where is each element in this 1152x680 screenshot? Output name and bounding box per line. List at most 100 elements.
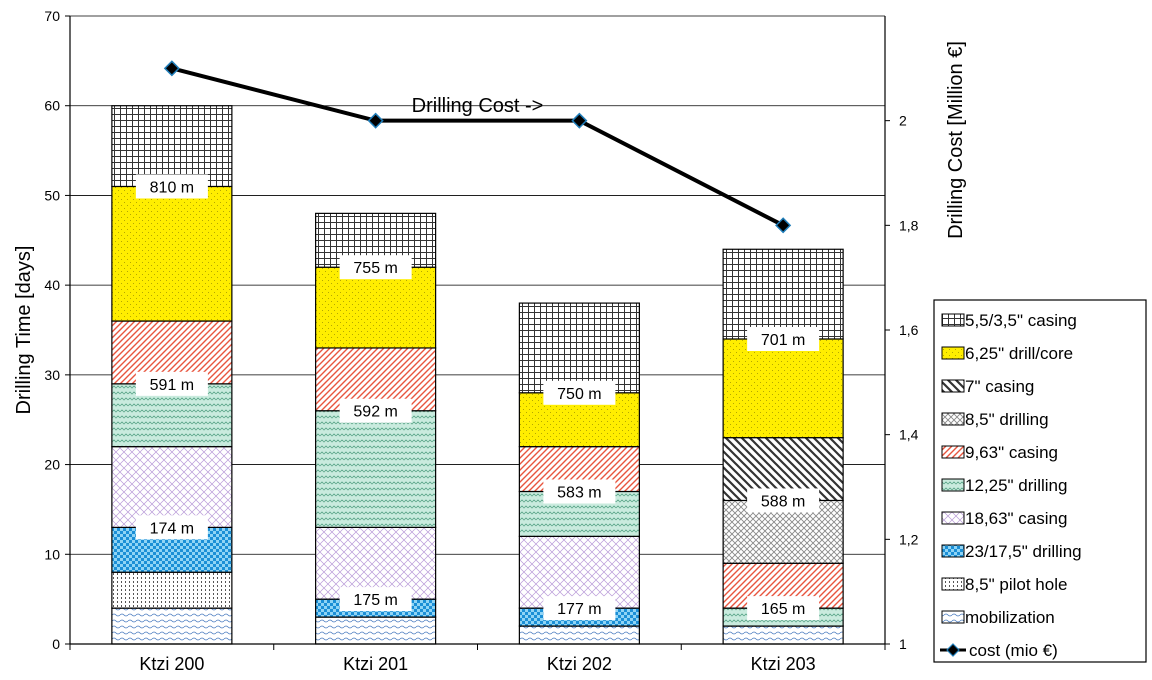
y-tick-label: 10 — [44, 546, 60, 562]
y2-tick-label: 1,2 — [899, 531, 919, 547]
cost-point — [367, 112, 384, 129]
depth-label: 591 m — [135, 371, 208, 396]
y-tick-label: 0 — [52, 636, 60, 652]
depth-label-bg — [543, 479, 616, 504]
category-label: Ktzi 200 — [139, 654, 204, 674]
y2-tick-label: 1,6 — [899, 322, 919, 338]
legend-item: 8,5" drilling — [941, 410, 1049, 429]
y-tick-label: 30 — [44, 367, 60, 383]
bar-segment — [518, 392, 640, 448]
depth-label-bg — [339, 398, 412, 423]
y2-tick-label: 2 — [899, 113, 907, 129]
depth-label-bg — [135, 515, 208, 540]
legend-swatch — [941, 610, 965, 624]
legend-swatch — [941, 577, 965, 591]
legend-item: 5,5/3,5" casing — [941, 311, 1077, 330]
legend-label: mobilization — [965, 608, 1055, 627]
depth-label: 165 m — [747, 596, 820, 621]
depth-label-text: 175 m — [353, 592, 397, 609]
depth-label-bg — [747, 596, 820, 621]
legend-label: 8,5" drilling — [965, 410, 1049, 429]
legend-marker — [946, 643, 960, 657]
legend-item: cost (mio €) — [940, 641, 1058, 660]
legend-label: 5,5/3,5" casing — [965, 311, 1077, 330]
depth-label: 583 m — [543, 479, 616, 504]
bar-segment — [111, 607, 233, 645]
depth-label: 750 m — [543, 380, 616, 405]
category-label: Ktzi 201 — [343, 654, 408, 674]
legend-label: 7" casing — [965, 377, 1034, 396]
legend-swatch — [941, 379, 965, 393]
legend-swatch — [941, 511, 965, 525]
legend-label: 23/17,5" drilling — [965, 542, 1082, 561]
legend-item: 6,25" drill/core — [941, 344, 1073, 363]
depth-label: 755 m — [339, 255, 412, 280]
drilling-cost-annotation: Drilling Cost -> — [412, 95, 544, 117]
y2-tick-label: 1 — [899, 636, 907, 652]
y-tick-label: 20 — [44, 457, 60, 473]
depth-label-text: 174 m — [150, 520, 194, 537]
bar-segment — [315, 410, 437, 528]
depth-label-text: 583 m — [557, 484, 601, 501]
bar-segment — [111, 185, 233, 322]
bar-segment — [722, 248, 844, 340]
bar-segment — [315, 266, 437, 349]
depth-label-bg — [135, 174, 208, 199]
legend-item: 7" casing — [941, 377, 1034, 396]
cost-point — [163, 60, 180, 77]
legend-item: 23/17,5" drilling — [941, 542, 1082, 561]
legend-swatch — [941, 478, 965, 492]
y-tick-label: 60 — [44, 98, 60, 114]
legend-swatch — [941, 445, 965, 459]
legend-label: 12,25" drilling — [965, 476, 1067, 495]
legend-label: 9,63" casing — [965, 443, 1058, 462]
depth-label-bg — [747, 326, 820, 351]
cost-point — [775, 217, 792, 234]
depth-label: 175 m — [339, 587, 412, 612]
y-tick-label: 70 — [44, 8, 60, 24]
depth-label-bg — [543, 380, 616, 405]
legend-item: 9,63" casing — [941, 443, 1058, 462]
cost-point — [571, 112, 588, 129]
legend-item: mobilization — [941, 608, 1055, 627]
legend-swatch — [941, 412, 965, 426]
depth-label-text: 591 m — [150, 377, 194, 394]
depth-label-bg — [135, 371, 208, 396]
category-label: Ktzi 202 — [547, 654, 612, 674]
legend-label: 6,25" drill/core — [965, 344, 1073, 363]
bar-segment — [315, 616, 437, 645]
depth-label: 177 m — [543, 596, 616, 621]
legend-swatch — [941, 313, 965, 327]
legend-item: 18,63" casing — [941, 509, 1067, 528]
depth-label: 588 m — [747, 488, 820, 513]
depth-label-text: 588 m — [761, 493, 805, 510]
bar-segment — [111, 446, 233, 528]
y-tick-label: 50 — [44, 187, 60, 203]
depth-label-text: 701 m — [761, 332, 805, 349]
legend-item: 8,5" pilot hole — [941, 575, 1067, 594]
bar-segment — [111, 571, 233, 609]
bar-segment — [722, 625, 844, 645]
depth-label-text: 165 m — [761, 601, 805, 618]
depth-label-text: 177 m — [557, 601, 601, 618]
bar-segment — [722, 338, 844, 439]
depth-label-bg — [339, 587, 412, 612]
depth-label-text: 810 m — [150, 179, 194, 196]
y2-tick-label: 1,8 — [899, 217, 919, 233]
depth-label: 592 m — [339, 398, 412, 423]
bar-segment — [518, 302, 640, 394]
legend-label: 8,5" pilot hole — [965, 575, 1067, 594]
depth-label-bg — [747, 488, 820, 513]
legend-label: 18,63" casing — [965, 509, 1067, 528]
y2-tick-label: 1,4 — [899, 427, 919, 443]
category-label: Ktzi 203 — [751, 654, 816, 674]
y-axis-title: Drilling Time [days] — [13, 246, 35, 415]
legend-label: cost (mio €) — [969, 641, 1058, 660]
depth-label: 701 m — [747, 326, 820, 351]
y-tick-label: 40 — [44, 277, 60, 293]
legend-swatch — [941, 544, 965, 558]
depth-label: 174 m — [135, 515, 208, 540]
depth-label: 810 m — [135, 174, 208, 199]
depth-label-text: 755 m — [353, 260, 397, 277]
